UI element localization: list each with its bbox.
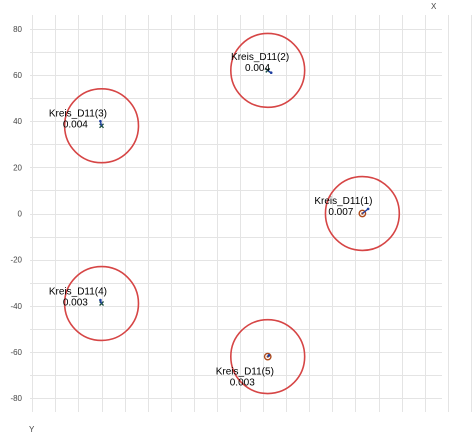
circle-value-label: 0.007 — [328, 207, 353, 218]
tolerance-circle-group: Kreis_D11(3)0.004 — [49, 88, 140, 164]
tolerance-circle — [230, 32, 306, 109]
deviation-point — [99, 298, 102, 302]
deviation-point — [269, 71, 273, 75]
circle-name-label: Kreis_D11(4) — [49, 286, 107, 297]
circle-name-label: Kreis_D11(5) — [216, 367, 274, 378]
tolerance-circle — [63, 88, 140, 164]
circle-name-label: Kreis_D11(2) — [231, 52, 289, 63]
tolerance-circle-group: Kreis_D11(1)0.007 — [314, 175, 401, 252]
tolerance-circle-group: Kreis_D11(5)0.003 — [216, 318, 306, 395]
circles: Kreis_D11(1)0.007Kreis_D11(2)0.004Kreis_… — [49, 32, 401, 395]
tolerance-circle — [63, 265, 140, 342]
circle-name-label: Kreis_D11(1) — [314, 196, 372, 207]
circle-value-label: 0.004 — [63, 120, 88, 131]
center-marker — [358, 209, 367, 218]
tolerance-circle-group: Kreis_D11(2)0.004 — [230, 32, 306, 109]
y-tick-label: 40 — [13, 117, 22, 126]
y-axis-ticks: 80 60 40 20 0 -20 -40 -60 -80 — [10, 25, 22, 403]
y-tick-label: 0 — [18, 210, 23, 219]
y-tick-label: 20 — [13, 163, 22, 172]
tolerance-circle — [230, 318, 306, 395]
y-tick-label: -20 — [10, 256, 22, 265]
center-marker — [99, 123, 105, 129]
circle-value-label: 0.003 — [230, 378, 255, 389]
x-axis-label: X — [431, 2, 437, 11]
circle-name-label: Kreis_D11(3) — [49, 109, 107, 120]
circle-value-label: 0.004 — [245, 63, 270, 74]
grid — [30, 15, 472, 412]
deviation-point — [267, 354, 271, 357]
deviation-point — [99, 119, 102, 123]
y-tick-label: 80 — [13, 25, 22, 34]
y-tick-label: 60 — [13, 71, 22, 80]
circle-value-label: 0.003 — [63, 297, 88, 308]
y-tick-label: -40 — [10, 302, 22, 311]
deviation-point — [366, 207, 370, 211]
tolerance-circle — [324, 175, 401, 252]
center-marker — [263, 352, 272, 361]
y-tick-label: -80 — [10, 394, 22, 403]
y-tick-label: -60 — [10, 348, 22, 357]
y-axis-label: Y — [29, 425, 35, 434]
tolerance-circle-group: Kreis_D11(4)0.003 — [49, 265, 140, 342]
